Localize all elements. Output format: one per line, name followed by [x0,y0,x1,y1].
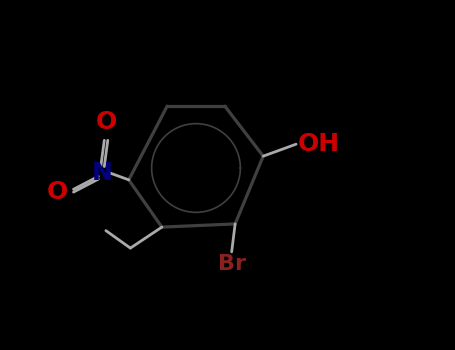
Text: N: N [92,161,113,185]
Text: Br: Br [217,254,246,274]
Text: O: O [46,180,67,204]
Text: O: O [96,110,116,134]
Text: OH: OH [298,132,340,156]
